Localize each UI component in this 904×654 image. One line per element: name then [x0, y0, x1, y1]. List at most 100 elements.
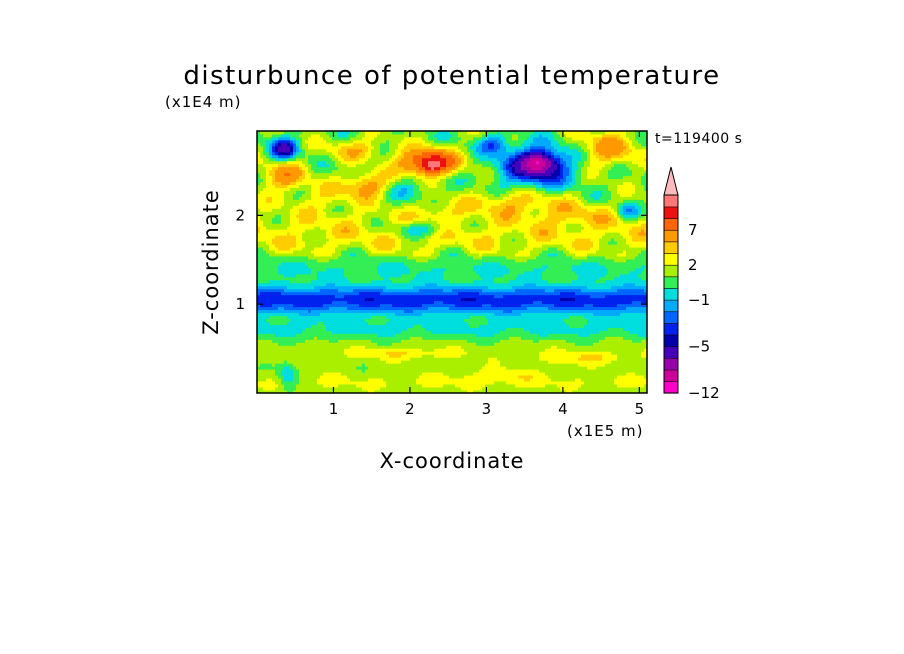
heatmap-cell — [317, 345, 321, 349]
heatmap-cell — [596, 300, 600, 305]
heatmap-cell — [302, 369, 306, 373]
heatmap-cell — [539, 291, 543, 296]
heatmap-cell — [554, 312, 558, 316]
heatmap-cell — [359, 351, 363, 355]
heatmap-cell — [485, 309, 489, 314]
heatmap-cell — [479, 372, 483, 376]
heatmap-cell — [557, 330, 561, 334]
heatmap-cell — [569, 345, 573, 349]
heatmap-cell — [275, 363, 279, 367]
heatmap-cell — [392, 339, 396, 343]
heatmap-cell — [359, 369, 363, 373]
heatmap-cell — [506, 360, 510, 364]
heatmap-cell — [632, 279, 636, 284]
heatmap-cell — [461, 345, 465, 349]
heatmap-cell — [257, 300, 261, 305]
heatmap-cell — [464, 279, 468, 284]
heatmap-cell — [257, 315, 261, 319]
heatmap-cell — [635, 348, 639, 352]
heatmap-cell — [437, 369, 441, 373]
heatmap-cell — [419, 372, 423, 376]
heatmap-cell — [554, 372, 558, 376]
heatmap-cell — [488, 345, 492, 349]
heatmap-cell — [551, 294, 555, 299]
heatmap-cell — [398, 321, 402, 325]
heatmap-cell — [380, 360, 384, 364]
heatmap-cell — [446, 282, 450, 287]
heatmap-cell — [407, 369, 411, 373]
heatmap-cell — [356, 366, 360, 370]
heatmap-cell — [446, 300, 450, 305]
heatmap-cell — [527, 348, 531, 352]
heatmap-cell — [278, 369, 282, 373]
heatmap-cell — [419, 288, 423, 293]
heatmap-cell — [533, 288, 537, 293]
heatmap-cell — [521, 303, 525, 308]
heatmap-cell — [608, 291, 612, 296]
heatmap-cell — [500, 285, 504, 290]
heatmap-cell — [377, 390, 381, 394]
heatmap-cell — [515, 372, 519, 376]
heatmap-cell — [446, 366, 450, 370]
heatmap-cell — [485, 324, 489, 328]
heatmap-cell — [515, 384, 519, 388]
heatmap-cell — [452, 366, 456, 370]
heatmap-cell — [392, 384, 396, 388]
heatmap-cell — [398, 333, 402, 337]
heatmap-cell — [620, 303, 624, 308]
heatmap-cell — [308, 324, 312, 328]
heatmap-cell — [299, 351, 303, 355]
heatmap-cell — [407, 339, 411, 343]
heatmap-cell — [596, 339, 600, 343]
heatmap-cell — [617, 327, 621, 331]
heatmap-cell — [260, 276, 264, 281]
heatmap-cell — [425, 348, 429, 352]
heatmap-cell — [326, 366, 330, 370]
heatmap-cell — [359, 333, 363, 337]
heatmap-cell — [449, 333, 453, 337]
heatmap-cell — [488, 354, 492, 358]
heatmap-cell — [500, 327, 504, 331]
heatmap-cell — [560, 381, 564, 385]
heatmap-cell — [638, 291, 642, 296]
heatmap-cell — [488, 387, 492, 391]
heatmap-cell — [563, 330, 567, 334]
heatmap-cell — [266, 300, 270, 305]
heatmap-cell — [311, 312, 315, 316]
heatmap-cell — [446, 375, 450, 379]
heatmap-cell — [284, 357, 288, 361]
heatmap-cell — [545, 279, 549, 284]
heatmap-cell — [557, 390, 561, 394]
heatmap-cell — [353, 282, 357, 287]
heatmap-cell — [539, 327, 543, 331]
heatmap-cell — [554, 297, 558, 302]
heatmap-cell — [644, 327, 648, 331]
heatmap-cell — [266, 327, 270, 331]
heatmap-cell — [497, 351, 501, 355]
heatmap-cell — [266, 351, 270, 355]
heatmap-cell — [551, 279, 555, 284]
heatmap-cell — [284, 309, 288, 314]
heatmap-cell — [389, 318, 393, 322]
heatmap-cell — [374, 366, 378, 370]
heatmap-cell — [551, 297, 555, 302]
heatmap-cell — [569, 333, 573, 337]
heatmap-cell — [347, 351, 351, 355]
heatmap-cell — [584, 303, 588, 308]
heatmap-cell — [359, 312, 363, 316]
heatmap-cell — [371, 351, 375, 355]
heatmap-cell — [539, 342, 543, 346]
heatmap-cell — [263, 324, 267, 328]
heatmap-cell — [467, 324, 471, 328]
heatmap-cell — [356, 342, 360, 346]
heatmap-cell — [275, 330, 279, 334]
heatmap-cell — [476, 351, 480, 355]
heatmap-cell — [614, 285, 618, 290]
heatmap-cell — [341, 327, 345, 331]
heatmap-cell — [569, 387, 573, 391]
heatmap-cell — [452, 333, 456, 337]
heatmap-cell — [509, 303, 513, 308]
heatmap-cell — [422, 351, 426, 355]
heatmap-cell — [296, 351, 300, 355]
heatmap-cell — [305, 333, 309, 337]
